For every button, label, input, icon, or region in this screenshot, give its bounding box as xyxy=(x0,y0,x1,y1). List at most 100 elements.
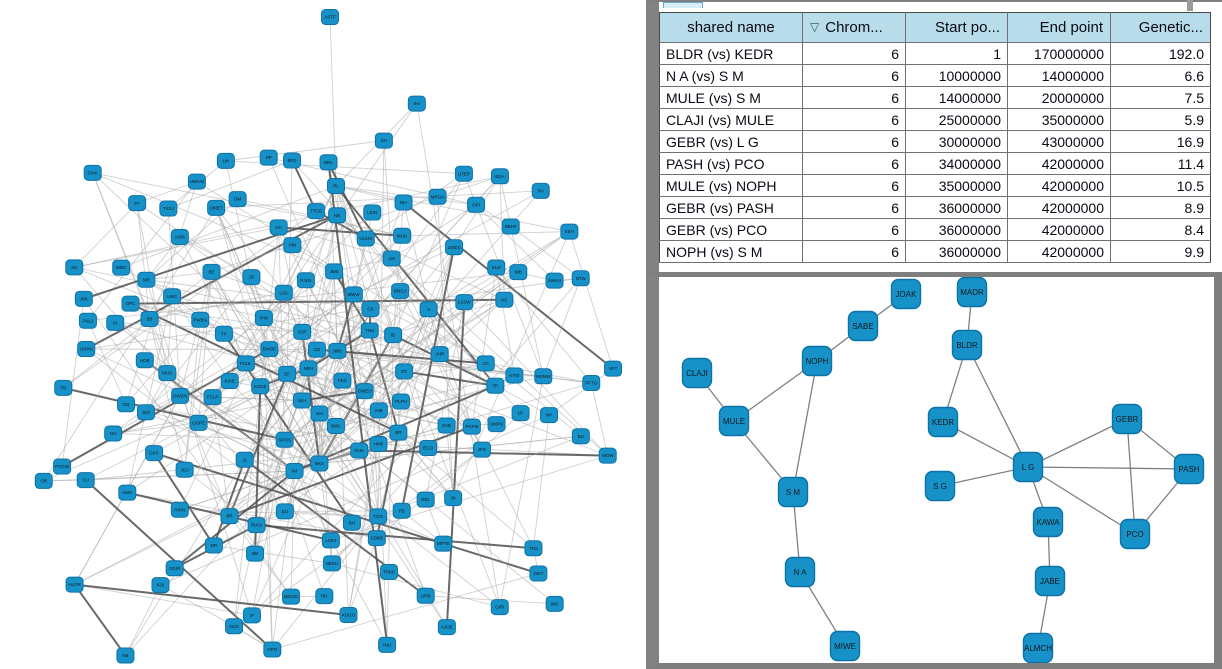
node-shape[interactable] xyxy=(681,357,713,389)
node-shape[interactable] xyxy=(495,291,514,308)
table-cell[interactable]: 7.5 xyxy=(1110,86,1211,109)
node-shape[interactable] xyxy=(214,325,233,342)
node-shape[interactable] xyxy=(204,537,223,554)
network-node[interactable]: HMF xyxy=(369,436,388,453)
node-shape[interactable] xyxy=(1111,403,1143,435)
table-cell[interactable]: 14000000 xyxy=(905,86,1008,109)
network-node[interactable]: GKC xyxy=(145,445,164,462)
node-shape[interactable] xyxy=(112,259,131,276)
network-node[interactable]: BFD xyxy=(283,152,302,169)
table-cell[interactable]: 35000000 xyxy=(1007,108,1111,131)
network-node[interactable]: UOES xyxy=(445,239,464,256)
network-node[interactable]: IPW xyxy=(254,310,273,327)
node-shape[interactable] xyxy=(278,365,297,382)
graph-node-kawa[interactable]: KAWA xyxy=(1032,506,1064,538)
network-node[interactable]: LP xyxy=(511,405,530,422)
network-node[interactable]: TP xyxy=(486,377,505,394)
node-shape[interactable] xyxy=(598,447,617,464)
graph-node-mule[interactable]: MULE xyxy=(718,405,750,437)
node-shape[interactable] xyxy=(78,312,97,329)
node-shape[interactable] xyxy=(326,417,345,434)
graph-node-s-g[interactable]: S G xyxy=(924,470,956,502)
column-header-end-point[interactable]: End point xyxy=(1007,12,1111,43)
node-shape[interactable] xyxy=(203,389,222,406)
node-shape[interactable] xyxy=(145,445,164,462)
column-header-genetic---[interactable]: Genetic... xyxy=(1110,12,1211,43)
node-shape[interactable] xyxy=(76,472,95,489)
table-cell[interactable]: 20000000 xyxy=(1007,86,1111,109)
node-shape[interactable] xyxy=(434,535,453,552)
node-shape[interactable] xyxy=(283,152,302,169)
node-shape[interactable] xyxy=(283,237,302,254)
network-node[interactable]: TSSJ xyxy=(159,200,178,217)
node-shape[interactable] xyxy=(202,263,221,280)
node-shape[interactable] xyxy=(718,405,750,437)
node-shape[interactable] xyxy=(367,530,386,547)
network-node[interactable]: BWW xyxy=(344,286,363,303)
table-cell[interactable]: 6 xyxy=(802,42,906,65)
network-node[interactable]: RBL xyxy=(416,491,435,508)
network-node[interactable]: LM xyxy=(382,250,401,267)
network-node[interactable]: ELD xyxy=(487,259,506,276)
node-shape[interactable] xyxy=(455,294,474,311)
network-node[interactable]: HIN xyxy=(283,237,302,254)
network-node[interactable]: GPI xyxy=(467,196,486,213)
table-row[interactable]: NOPH (vs) S M 6 36000000 42000000 9.9 xyxy=(659,240,1211,263)
node-shape[interactable] xyxy=(325,263,344,280)
network-node[interactable]: PJLN xyxy=(296,272,315,289)
network-node[interactable]: FCUL xyxy=(236,355,255,372)
node-shape[interactable] xyxy=(407,95,426,112)
node-shape[interactable] xyxy=(274,284,293,301)
network-node[interactable]: LEIN xyxy=(363,204,382,221)
network-node[interactable]: KSGE xyxy=(251,378,270,395)
table-cell[interactable]: GEBR (vs) PCO xyxy=(659,218,803,241)
node-shape[interactable] xyxy=(207,199,226,216)
filtered-network-view[interactable]: JOAK MADR SABE BLDR NOPH CLAJI MULE KEDR GEBR L G… xyxy=(659,277,1214,663)
network-node[interactable]: NTW xyxy=(571,270,590,287)
node-shape[interactable] xyxy=(328,207,347,224)
network-node[interactable]: NLH xyxy=(292,392,311,409)
network-node[interactable]: RD xyxy=(315,588,334,605)
node-shape[interactable] xyxy=(924,470,956,502)
node-shape[interactable] xyxy=(158,365,177,382)
network-node[interactable]: DP xyxy=(259,149,278,166)
node-shape[interactable] xyxy=(393,227,412,244)
network-node[interactable]: CK xyxy=(361,301,380,318)
table-row[interactable]: PASH (vs) PCO 6 34000000 42000000 11.4 xyxy=(659,152,1211,175)
node-shape[interactable] xyxy=(445,239,464,256)
node-shape[interactable] xyxy=(391,283,410,300)
node-shape[interactable] xyxy=(509,264,528,281)
network-node[interactable]: FB xyxy=(392,502,411,519)
table-row[interactable]: CLAJI (vs) MULE 6 25000000 35000000 5.9 xyxy=(659,108,1211,131)
table-cell[interactable]: 43000000 xyxy=(1007,130,1111,153)
network-node[interactable]: TRS xyxy=(524,540,543,557)
node-shape[interactable] xyxy=(360,322,379,339)
node-shape[interactable] xyxy=(135,352,154,369)
node-shape[interactable] xyxy=(296,272,315,289)
network-node[interactable]: AMS xyxy=(118,484,137,501)
graph-node-bldr[interactable]: BLDR xyxy=(951,329,983,361)
table-cell[interactable]: PASH (vs) PCO xyxy=(659,152,803,175)
node-shape[interactable] xyxy=(384,327,403,344)
network-node[interactable]: BR xyxy=(389,424,408,441)
node-shape[interactable] xyxy=(382,250,401,267)
table-cell[interactable]: 34000000 xyxy=(905,152,1008,175)
table-cell[interactable]: GEBR (vs) L G xyxy=(659,130,803,153)
network-node[interactable]: CC xyxy=(476,355,495,372)
node-shape[interactable] xyxy=(444,490,463,507)
table-cell[interactable]: N A (vs) S M xyxy=(659,64,803,87)
network-node[interactable]: PLPH xyxy=(391,393,410,410)
node-shape[interactable] xyxy=(531,182,550,199)
network-node[interactable]: FNLJ xyxy=(78,312,97,329)
node-shape[interactable] xyxy=(501,218,520,235)
node-shape[interactable] xyxy=(540,407,559,424)
node-shape[interactable] xyxy=(801,345,833,377)
network-node[interactable]: MPTB xyxy=(434,535,453,552)
node-shape[interactable] xyxy=(322,555,341,572)
node-shape[interactable] xyxy=(77,341,96,358)
node-shape[interactable] xyxy=(65,259,84,276)
graph-node-n-a[interactable]: N A xyxy=(784,556,816,588)
network-node[interactable]: DIAK xyxy=(83,164,102,181)
node-shape[interactable] xyxy=(419,440,438,457)
node-shape[interactable] xyxy=(355,383,374,400)
